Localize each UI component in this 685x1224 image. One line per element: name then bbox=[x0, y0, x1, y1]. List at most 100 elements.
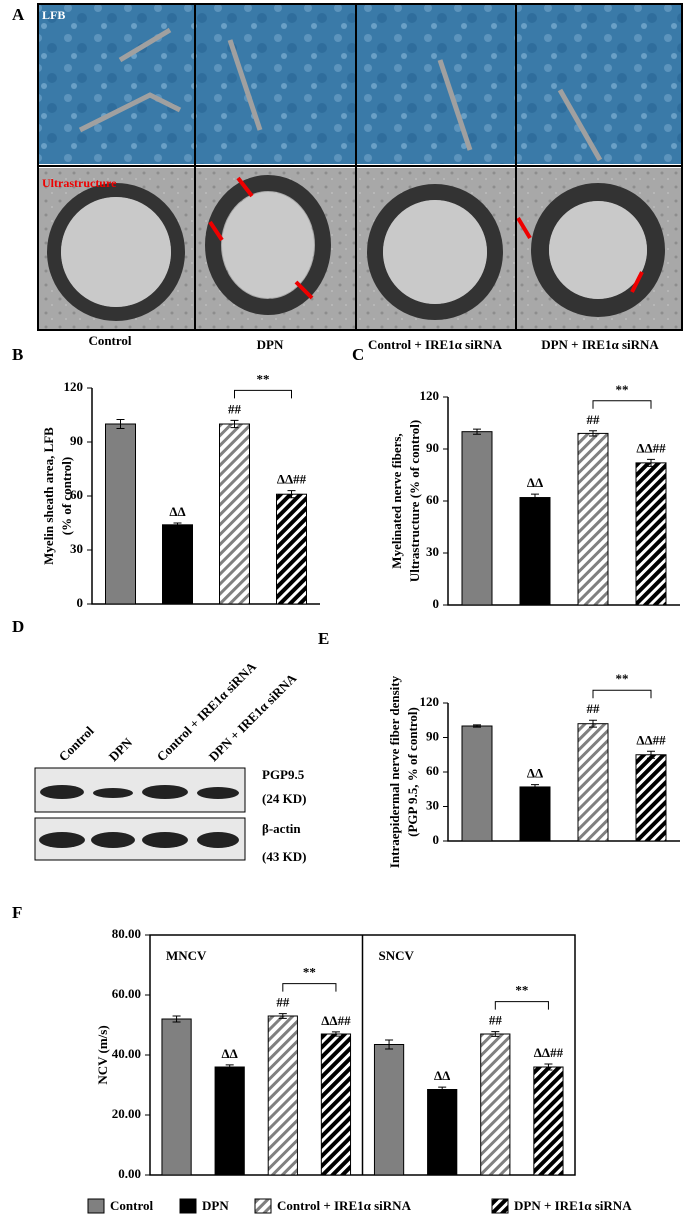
lane-label: DPN bbox=[106, 734, 136, 764]
error-bar bbox=[531, 784, 539, 790]
tissue-gaps bbox=[78, 27, 603, 162]
legend-label: DPN + IRE1α siRNA bbox=[514, 1198, 632, 1213]
lane-label: Control bbox=[56, 723, 97, 764]
lfb-images bbox=[38, 4, 682, 164]
error-bar bbox=[473, 724, 481, 728]
bar-annotation: ## bbox=[489, 1013, 503, 1028]
row-label: LFB bbox=[42, 8, 65, 22]
error-bar bbox=[589, 430, 597, 437]
y-tick-label: 30 bbox=[426, 544, 439, 559]
band-size: (43 KD) bbox=[262, 849, 306, 864]
error-bar bbox=[278, 1013, 287, 1019]
bar bbox=[105, 423, 136, 605]
bar bbox=[161, 1018, 192, 1176]
bar bbox=[162, 524, 193, 605]
group-label: SNCV bbox=[379, 948, 415, 963]
y-tick-label: 0.00 bbox=[118, 1166, 141, 1181]
band-name: β-actin bbox=[262, 821, 301, 836]
column-label: DPN + IRE1α siRNA bbox=[541, 337, 659, 352]
significance-label: ** bbox=[616, 671, 629, 686]
column-label: Control bbox=[88, 333, 131, 348]
bar bbox=[461, 725, 493, 842]
y-tick-label: 0 bbox=[77, 595, 84, 610]
lane-labels: Control DPN Control + IRE1α siRNA DPN + … bbox=[56, 658, 300, 764]
bar-annotation: ΔΔ## bbox=[636, 732, 666, 747]
bar-annotation: ## bbox=[276, 995, 290, 1010]
error-bar bbox=[225, 1064, 234, 1070]
y-tick-label: 120 bbox=[420, 694, 440, 709]
bar-annotation: ## bbox=[228, 401, 242, 416]
error-bar bbox=[172, 1015, 181, 1023]
bar bbox=[214, 1066, 245, 1176]
group-label: MNCV bbox=[166, 948, 207, 963]
significance-bracket bbox=[494, 1001, 549, 1010]
bar-annotation: ΔΔ bbox=[169, 504, 185, 519]
bar-annotation: ΔΔ bbox=[527, 766, 543, 781]
legend-label: Control + IRE1α siRNA bbox=[277, 1198, 412, 1213]
bar-annotation: ΔΔ## bbox=[321, 1013, 351, 1028]
bar bbox=[480, 1033, 511, 1176]
image-grid: LFB Ultrastructure bbox=[37, 3, 683, 331]
bar bbox=[373, 1044, 405, 1176]
y-axis-label: (% of control) bbox=[59, 457, 74, 535]
y-tick-label: 60 bbox=[426, 763, 439, 778]
bar bbox=[267, 1015, 298, 1176]
y-tick-label: 90 bbox=[426, 728, 439, 743]
arrows bbox=[208, 176, 644, 300]
legend-swatch bbox=[87, 1198, 105, 1214]
y-tick-label: 60 bbox=[70, 487, 83, 502]
error-bar bbox=[589, 719, 597, 728]
legend-swatch bbox=[254, 1198, 272, 1214]
row-label: Ultrastructure bbox=[42, 176, 117, 190]
error-bar bbox=[116, 419, 125, 429]
error-bar bbox=[331, 1031, 340, 1037]
bar bbox=[533, 1066, 564, 1176]
bar bbox=[320, 1033, 352, 1176]
error-bar bbox=[438, 1086, 447, 1093]
bar-annotation: ## bbox=[587, 412, 601, 427]
error-bar bbox=[287, 490, 296, 499]
grid-lines bbox=[37, 3, 683, 331]
significance-bracket bbox=[282, 983, 337, 992]
legend-swatch bbox=[179, 1198, 197, 1214]
error-bar bbox=[531, 493, 539, 502]
bar bbox=[519, 497, 551, 606]
y-tick-label: 30 bbox=[426, 797, 439, 812]
legend-label: DPN bbox=[202, 1198, 229, 1213]
error-bar bbox=[491, 1031, 500, 1037]
bar bbox=[219, 423, 250, 605]
y-axis-label: (PGP 9.5, % of control) bbox=[405, 707, 420, 837]
bar-annotation: ## bbox=[587, 701, 601, 716]
band-size: (24 KD) bbox=[262, 791, 306, 806]
significance-label: ** bbox=[303, 965, 316, 980]
panel-label: C bbox=[352, 345, 364, 364]
error-bar bbox=[647, 750, 655, 759]
y-tick-label: 20.00 bbox=[112, 1106, 141, 1121]
y-axis-label: Myelin sheath area, LFB bbox=[41, 427, 56, 565]
panel-label: E bbox=[318, 629, 329, 648]
significance-label: ** bbox=[515, 983, 528, 998]
bar bbox=[577, 432, 609, 606]
legend-swatch bbox=[491, 1198, 509, 1214]
y-tick-label: 0 bbox=[433, 832, 440, 847]
y-tick-label: 90 bbox=[426, 440, 439, 455]
bar-annotation: ΔΔ## bbox=[534, 1045, 564, 1060]
error-bar bbox=[385, 1039, 394, 1050]
panel-label: B bbox=[12, 345, 23, 364]
bar-annotation: ΔΔ bbox=[222, 1046, 238, 1061]
band-name: PGP9.5 bbox=[262, 767, 305, 782]
bar bbox=[519, 786, 551, 842]
error-bar bbox=[473, 428, 481, 435]
y-tick-label: 30 bbox=[70, 541, 83, 556]
panel-label: F bbox=[12, 903, 22, 922]
legend-label: Control bbox=[110, 1198, 153, 1213]
bar-annotation: ΔΔ bbox=[434, 1068, 450, 1083]
error-bar bbox=[230, 419, 239, 429]
bar bbox=[577, 723, 609, 842]
axon-cores bbox=[61, 192, 647, 307]
y-axis-label: Ultrastructure (% of control) bbox=[407, 420, 422, 582]
y-tick-label: 120 bbox=[64, 379, 84, 394]
blot bbox=[34, 767, 246, 861]
y-tick-label: 90 bbox=[70, 433, 83, 448]
